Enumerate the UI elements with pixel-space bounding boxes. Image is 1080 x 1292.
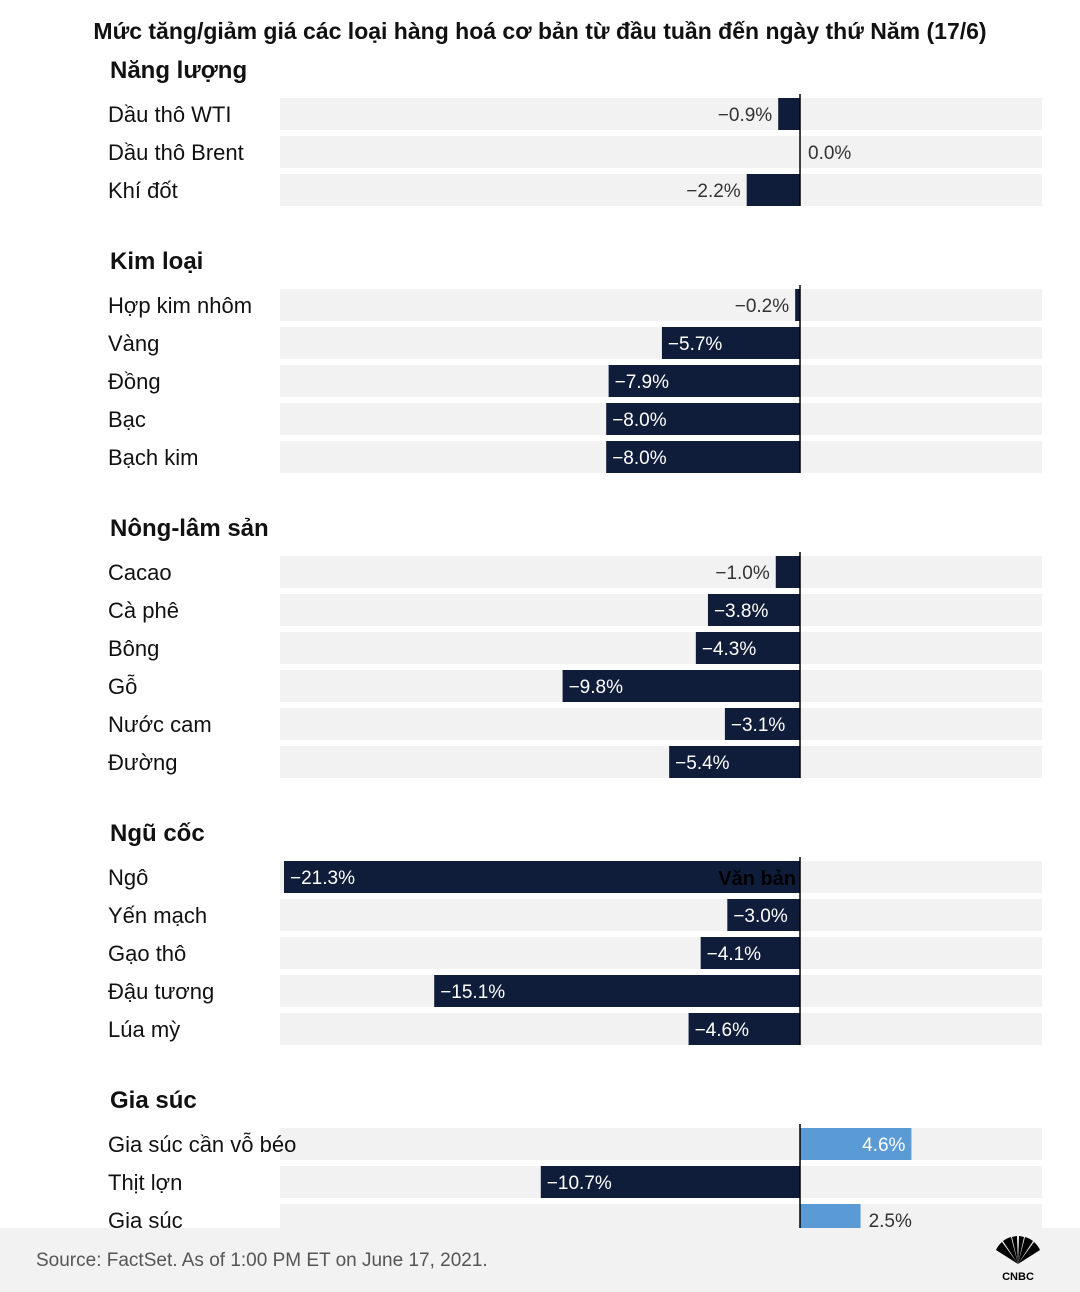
value-label: −9.8%: [569, 677, 624, 698]
category-label: Cà phê: [108, 598, 179, 623]
group-header: Năng lượng: [110, 57, 247, 84]
bar: [562, 670, 800, 702]
bar: [778, 98, 800, 130]
category-label: Gia súc: [108, 1208, 183, 1228]
bar-track: [280, 327, 1042, 359]
chart-title: Mức tăng/giảm giá các loại hàng hoá cơ b…: [93, 18, 987, 44]
value-label: −10.7%: [547, 1173, 612, 1194]
category-label: Lúa mỳ: [108, 1017, 180, 1042]
category-label: Dầu thô WTI: [108, 102, 231, 127]
bar-track: [280, 899, 1042, 931]
value-label: −3.8%: [714, 601, 769, 622]
category-label: Hợp kim nhôm: [108, 293, 252, 318]
category-label: Gỗ: [108, 674, 137, 699]
bar: [695, 632, 800, 664]
bar-track: [280, 746, 1042, 778]
value-label: 0.0%: [808, 143, 851, 164]
category-label: Cacao: [108, 560, 172, 585]
bar: [608, 365, 800, 397]
bar: [606, 403, 800, 435]
annotation-label: Văn bản: [718, 868, 796, 890]
value-label: −8.0%: [612, 410, 667, 431]
group-header: Ngũ cốc: [110, 820, 205, 847]
value-label: −3.1%: [731, 715, 786, 736]
value-label: −5.7%: [668, 334, 723, 355]
bar-track: [280, 1204, 1042, 1228]
category-label: Bạch kim: [108, 445, 198, 470]
value-label: −1.0%: [715, 563, 770, 584]
category-label: Gia súc cần vỗ béo: [108, 1132, 296, 1157]
category-label: Đường: [108, 750, 178, 775]
cnbc-wordmark: CNBC: [1002, 1271, 1034, 1282]
bar: [724, 708, 800, 740]
bar: [284, 861, 800, 893]
bar: [727, 899, 800, 931]
bar: [688, 1013, 800, 1045]
cnbc-peacock-icon: CNBC: [996, 1236, 1040, 1282]
bar-chart: Năng lượng Dầu thô WTI −0.9% Dầu thô Brent 0…: [108, 57, 1042, 1228]
value-label: −3.0%: [733, 906, 788, 927]
category-label: Khí đốt: [108, 178, 178, 203]
bar: [606, 441, 800, 473]
bar: [775, 556, 800, 588]
value-label: −4.1%: [707, 944, 762, 965]
value-label: −7.9%: [615, 372, 670, 393]
value-label: −21.3%: [290, 868, 355, 889]
bar: [707, 594, 800, 626]
bar: [669, 746, 800, 778]
category-label: Bạc: [108, 407, 146, 432]
bar-track: [280, 556, 1042, 588]
bar: [800, 1128, 912, 1160]
bar-track: [280, 632, 1042, 664]
category-label: Đồng: [108, 369, 161, 394]
bar-track: [280, 708, 1042, 740]
bar-track: [280, 289, 1042, 321]
value-label: −4.6%: [695, 1020, 750, 1041]
value-label: −5.4%: [675, 753, 730, 774]
bar-track: [280, 174, 1042, 206]
category-label: Ngô: [108, 865, 148, 890]
group-header: Gia súc: [110, 1087, 197, 1114]
bar-track: [280, 937, 1042, 969]
value-label: 4.6%: [862, 1135, 905, 1156]
bar-track: [280, 98, 1042, 130]
value-label: −0.2%: [735, 296, 790, 317]
footer: Source: FactSet. As of 1:00 PM ET on Jun…: [0, 1228, 1080, 1292]
bar: [795, 289, 800, 321]
group-header: Nông-lâm sản: [110, 515, 269, 542]
category-label: Yến mạch: [108, 903, 207, 928]
category-label: Bông: [108, 636, 159, 661]
category-label: Nước cam: [108, 712, 212, 737]
bar: [434, 975, 800, 1007]
bar: [700, 937, 800, 969]
bar-track: [280, 1013, 1042, 1045]
bar-track: [280, 594, 1042, 626]
category-label: Thịt lợn: [108, 1170, 182, 1195]
value-label: −15.1%: [440, 982, 505, 1003]
source-note: Source: FactSet. As of 1:00 PM ET on Jun…: [36, 1250, 488, 1271]
bar: [800, 1204, 861, 1228]
bar: [746, 174, 800, 206]
value-label: −2.2%: [686, 181, 741, 202]
value-label: −0.9%: [718, 105, 773, 126]
group-header: Kim loại: [110, 248, 203, 275]
value-label: −4.3%: [702, 639, 757, 660]
category-label: Đậu tương: [108, 979, 214, 1004]
bar: [661, 327, 800, 359]
category-label: Vàng: [108, 331, 159, 356]
value-label: 2.5%: [869, 1211, 912, 1228]
bar: [540, 1166, 800, 1198]
category-label: Gạo thô: [108, 941, 186, 966]
bar-track: [280, 1128, 1042, 1160]
bar-track: [280, 136, 1042, 168]
category-label: Dầu thô Brent: [108, 140, 244, 165]
value-label: −8.0%: [612, 448, 667, 469]
